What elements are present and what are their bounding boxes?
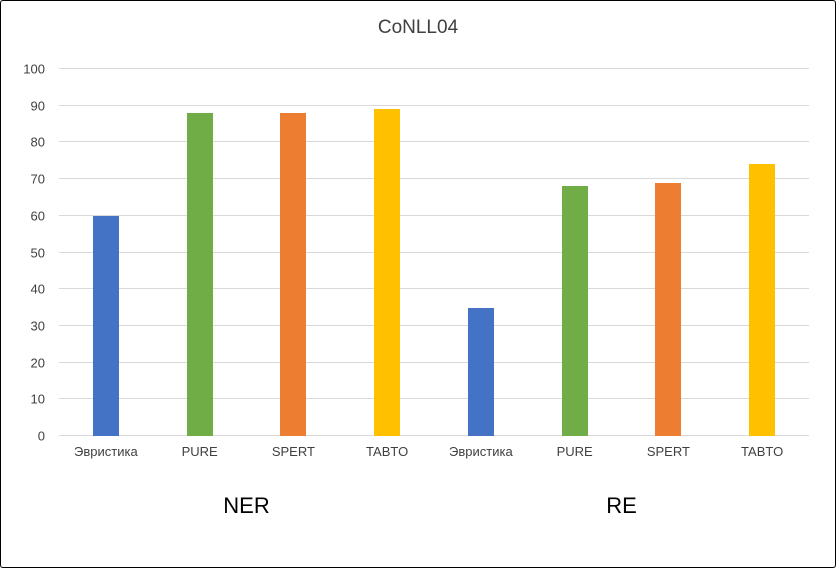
bar-slot bbox=[59, 69, 153, 436]
bar-group bbox=[59, 69, 434, 436]
category-label: PURE bbox=[556, 444, 593, 459]
bar bbox=[655, 182, 682, 436]
gridline bbox=[59, 361, 809, 363]
category-label: TABTO bbox=[741, 444, 784, 459]
y-axis-label: 100 bbox=[23, 61, 45, 77]
group-labels: NER RE bbox=[59, 493, 809, 519]
gridline bbox=[59, 178, 809, 180]
group-label: NER bbox=[223, 493, 270, 518]
category-label-group: Эвристика PURE SPERT TABTO bbox=[59, 444, 434, 459]
chart-body: 0 10 20 30 40 50 60 70 80 90 100 bbox=[1, 63, 809, 443]
category-label: TABTO bbox=[366, 444, 409, 459]
gridline bbox=[59, 288, 809, 290]
y-axis-label: 20 bbox=[30, 355, 45, 371]
category-label-group: Эвристика PURE SPERT TABTO bbox=[434, 444, 809, 459]
group-label: RE bbox=[606, 493, 637, 518]
bar bbox=[374, 109, 401, 436]
y-axis-label: 80 bbox=[30, 134, 45, 150]
y-axis-label: 90 bbox=[30, 98, 45, 114]
gridline bbox=[59, 68, 809, 69]
bar bbox=[186, 113, 213, 436]
category-label: PURE bbox=[181, 444, 218, 459]
bar bbox=[467, 307, 494, 436]
x-axis-labels: Эвристика PURE SPERT TABTO Эвристика PURE SPER… bbox=[59, 444, 809, 459]
plot-area bbox=[59, 68, 809, 436]
y-axis-label: 30 bbox=[30, 318, 45, 334]
bar-slot bbox=[715, 69, 809, 436]
y-axis-label: 0 bbox=[37, 428, 45, 444]
bar bbox=[561, 186, 588, 436]
y-axis-label: 60 bbox=[30, 208, 45, 224]
gridline bbox=[59, 324, 809, 326]
y-axis-label: 50 bbox=[30, 245, 45, 260]
y-axis-label: 40 bbox=[30, 281, 45, 297]
y-axis-label: 10 bbox=[30, 391, 45, 407]
gridline bbox=[59, 104, 809, 106]
gridline bbox=[59, 251, 809, 253]
gridline bbox=[59, 141, 809, 143]
chart-title: CoNLL04 bbox=[377, 17, 459, 38]
gridline bbox=[59, 214, 809, 216]
bar-slot bbox=[622, 69, 716, 436]
bar-slot bbox=[528, 69, 622, 436]
bar-groups bbox=[59, 69, 809, 436]
bar-group bbox=[434, 69, 809, 436]
bar-slot bbox=[247, 69, 341, 436]
bar bbox=[749, 164, 776, 436]
y-axis-label: 70 bbox=[30, 171, 45, 187]
gridline bbox=[59, 435, 809, 436]
bar-slot bbox=[340, 69, 434, 436]
bar bbox=[280, 113, 307, 436]
y-axis: 0 10 20 30 40 50 60 70 80 90 100 bbox=[1, 63, 53, 443]
category-label: SPERT bbox=[646, 444, 690, 459]
bar-slot bbox=[434, 69, 528, 436]
category-label: SPERT bbox=[271, 444, 315, 459]
category-label: Эвристика bbox=[449, 444, 513, 459]
gridline bbox=[59, 398, 809, 400]
bar bbox=[92, 215, 119, 436]
category-label: Эвристика bbox=[74, 444, 138, 459]
bar-slot bbox=[153, 69, 247, 436]
